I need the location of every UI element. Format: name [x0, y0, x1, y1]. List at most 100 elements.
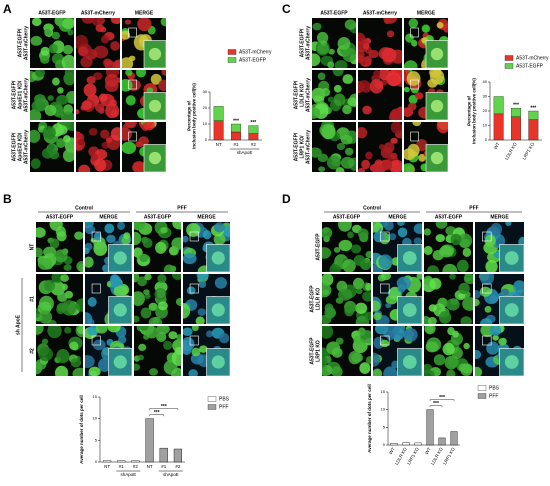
cell	[458, 363, 469, 372]
cell	[61, 300, 77, 316]
cell	[171, 274, 181, 280]
bar-segment	[511, 107, 521, 117]
cell	[362, 105, 372, 115]
column-label: MERGE	[417, 10, 436, 16]
cell	[110, 18, 120, 25]
micrograph	[85, 326, 132, 376]
cell	[183, 336, 195, 351]
cell	[118, 335, 127, 344]
cell	[326, 155, 341, 170]
cell	[88, 127, 98, 136]
bar	[159, 447, 168, 463]
significance: ***	[530, 105, 536, 111]
x-tick-label: #2	[133, 464, 139, 469]
cell	[462, 297, 473, 311]
cell	[104, 60, 116, 68]
micrograph	[85, 274, 132, 324]
column-label: A53T-EGFP	[46, 214, 74, 220]
cell	[91, 18, 105, 27]
cell	[30, 129, 41, 143]
cell	[425, 341, 439, 353]
cell	[123, 232, 131, 240]
micrograph	[134, 222, 181, 272]
inset-cell	[211, 251, 225, 265]
bar-segment	[493, 113, 504, 141]
row-label: LDLR KO	[315, 288, 321, 310]
cell	[132, 161, 146, 172]
cell	[104, 73, 119, 87]
cell	[327, 61, 335, 68]
micrograph	[122, 18, 166, 68]
micrograph	[322, 326, 371, 376]
cell	[489, 326, 502, 336]
cell	[40, 55, 50, 64]
x-tick-label: WT	[388, 446, 396, 455]
row-label: NT	[29, 244, 35, 251]
y-axis-label: Percentage of	[467, 96, 472, 126]
cell	[365, 282, 371, 291]
cell	[122, 127, 132, 141]
cell	[63, 135, 71, 143]
cell	[113, 285, 128, 298]
inset-cell	[504, 303, 519, 317]
roi-box	[91, 283, 101, 294]
column-label: MERGE	[388, 214, 407, 220]
cell	[47, 95, 54, 101]
cell	[404, 60, 418, 68]
cell	[416, 274, 422, 280]
cell	[413, 223, 422, 234]
y-tick-label: 10	[483, 123, 488, 128]
cell	[312, 22, 322, 31]
cell	[386, 30, 395, 38]
column-label: A53T-EGFP	[144, 214, 172, 220]
cell	[486, 341, 500, 355]
cell	[98, 93, 108, 102]
y-tick-label: 5	[383, 424, 386, 429]
cell	[31, 18, 42, 27]
cell	[213, 233, 226, 245]
roi-box	[380, 283, 390, 294]
cell	[156, 326, 170, 335]
row-label: A53T-EGFP/	[17, 28, 23, 57]
x-tick-label: #1	[161, 464, 167, 469]
bar	[414, 442, 422, 446]
cell	[505, 222, 512, 226]
row-label: A53T-EGFP	[309, 285, 315, 313]
y-axis-label: inclusion body positive cell(%)	[472, 78, 477, 144]
cell	[405, 33, 414, 43]
cell	[406, 71, 421, 86]
cell	[359, 362, 371, 374]
cell	[78, 46, 89, 56]
cell	[479, 274, 495, 286]
cell	[146, 87, 154, 94]
bar-segment	[213, 106, 224, 121]
cell	[157, 274, 167, 284]
cell	[56, 138, 66, 149]
roi-box	[128, 27, 137, 38]
cell	[83, 83, 97, 97]
cell	[322, 247, 332, 259]
cell	[104, 223, 115, 234]
cell	[34, 70, 46, 78]
cell	[142, 238, 153, 249]
cell	[464, 274, 473, 279]
cell	[458, 282, 470, 295]
cell	[114, 63, 120, 68]
x-tick-label: NT	[147, 464, 153, 469]
cell	[74, 231, 83, 240]
cell	[138, 343, 147, 351]
cell	[186, 286, 196, 295]
significance-bracket	[429, 405, 443, 408]
cell	[137, 276, 147, 287]
row-label: A53T-EGFP	[309, 337, 315, 365]
cell	[373, 222, 381, 233]
cell	[56, 349, 70, 364]
y-tick-label: 20	[203, 105, 208, 110]
panel-label: C	[282, 2, 291, 16]
cell	[134, 231, 142, 246]
cell	[358, 126, 368, 139]
x-tick-label: LRP1 KO	[521, 141, 535, 160]
x-tick-label: LRP1 KO	[442, 446, 456, 465]
micrograph	[183, 326, 230, 376]
cell	[62, 18, 74, 29]
